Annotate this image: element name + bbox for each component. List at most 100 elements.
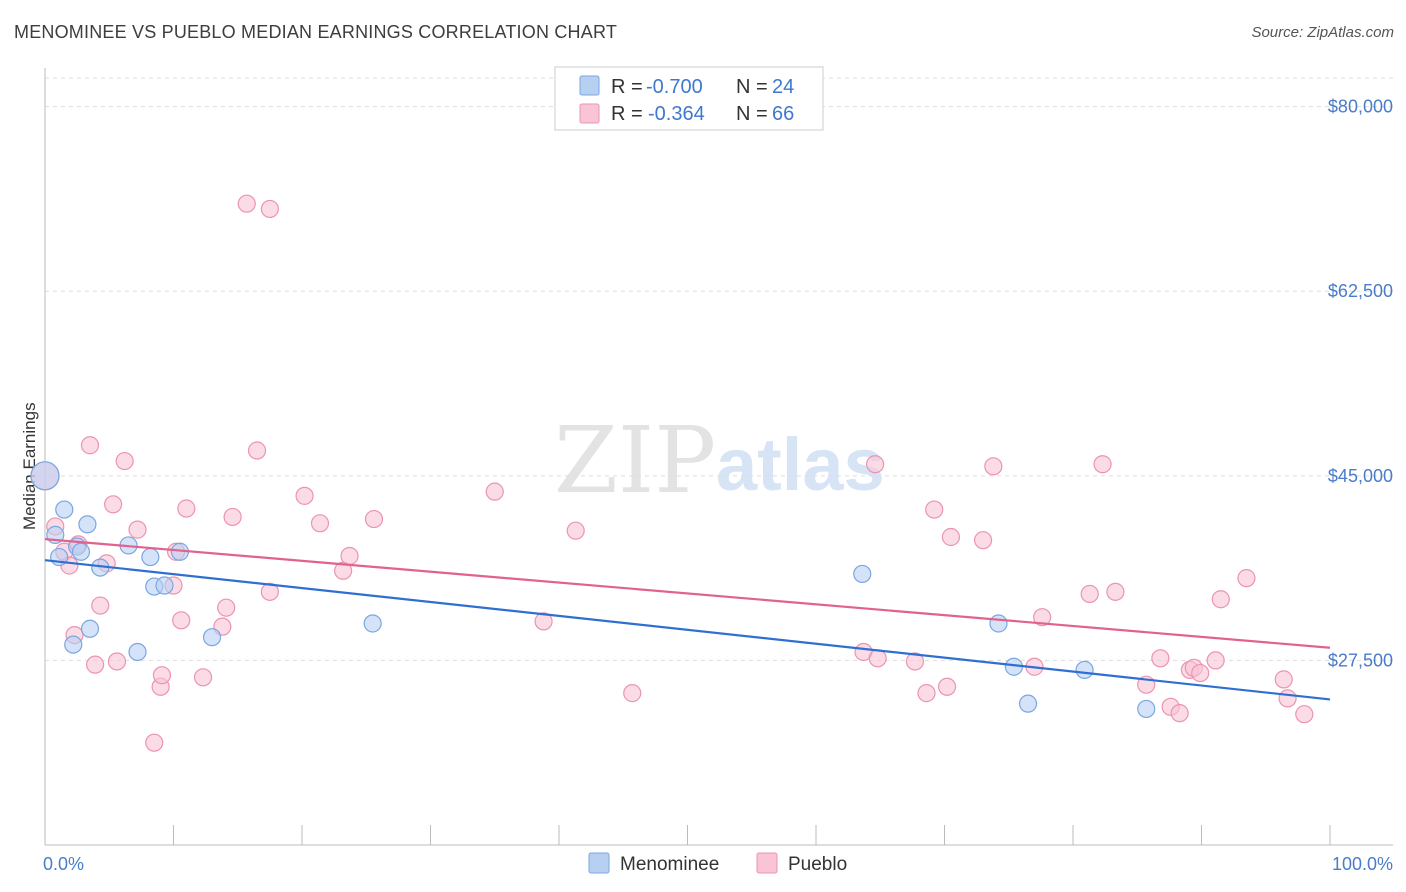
pueblo-point [941, 527, 961, 547]
pueblo-point [1106, 582, 1125, 601]
y-tick-label: $45,000 [1328, 466, 1393, 486]
menominee-point [55, 500, 74, 519]
x-tick-label-min: 0.0% [43, 854, 84, 874]
y-tick-label: $80,000 [1328, 97, 1393, 117]
pueblo-point [566, 521, 585, 540]
pueblo-point [905, 652, 925, 671]
menominee-point [71, 542, 91, 561]
series-legend-swatch-menominee [588, 852, 610, 874]
pueblo-point [217, 598, 236, 617]
legend-r-value-2: -0.364 [648, 103, 705, 125]
pueblo-point [1206, 651, 1225, 670]
y-axis-label: Median Earnings [20, 402, 39, 530]
menominee-point [1075, 660, 1094, 680]
trend-lines [44, 538, 1331, 701]
pueblo-point [223, 507, 242, 527]
pueblo-point [1170, 704, 1189, 723]
legend-r-label-2: R = [611, 103, 643, 125]
pueblo-point [1033, 608, 1052, 627]
menominee-point [78, 515, 97, 534]
legend-n-value-1: 24 [772, 76, 794, 98]
pueblo-point [973, 531, 993, 550]
pueblo-point [172, 611, 191, 630]
pueblo-point [260, 582, 279, 601]
zipatlas-watermark: ZIP atlas [554, 407, 885, 514]
legend-r-label-1: R = [611, 76, 643, 98]
menominee-point [80, 619, 100, 638]
pueblo-point [104, 495, 123, 514]
legend-swatch-pueblo [579, 103, 600, 124]
series-legend-swatch-pueblo [756, 852, 778, 874]
x-tick-label-max: 100.0% [1332, 854, 1393, 874]
menominee-point [1137, 699, 1156, 719]
pueblo-point [310, 514, 330, 533]
menominee-point [30, 461, 60, 491]
watermark-atlas: atlas [716, 423, 885, 506]
menominee-trend-line [44, 559, 1331, 701]
pueblo-point [247, 441, 267, 460]
pueblo-point [260, 199, 279, 219]
menominee-point [202, 628, 222, 647]
pueblo-point [364, 509, 384, 529]
menominee-point [989, 614, 1008, 633]
legend-n-label-1: N = [736, 76, 768, 98]
pueblo-point [145, 733, 164, 752]
pueblo-point [1080, 584, 1099, 604]
pueblo-point [340, 546, 359, 566]
pueblo-point [237, 194, 256, 213]
pueblo-point [1211, 590, 1230, 609]
pueblo-point [1295, 705, 1314, 724]
menominee-point [128, 642, 147, 662]
source-label: Source: ZipAtlas.com [1251, 24, 1394, 41]
menominee-point [363, 614, 382, 633]
pueblo-point [1191, 663, 1210, 683]
legend-n-value-2: 66 [772, 103, 794, 125]
menominee-point [853, 564, 872, 584]
watermark-zip: ZIP [554, 407, 716, 514]
pueblo-point [295, 486, 314, 505]
pueblo-point [177, 499, 196, 518]
pueblo-point [925, 500, 944, 519]
pueblo-point [152, 666, 172, 685]
series-legend: Menominee Pueblo [588, 852, 847, 875]
y-tick-labels: $27,500 $45,000 $62,500 $80,000 [1328, 97, 1393, 671]
pueblo-point [917, 684, 936, 703]
pueblo-point [86, 655, 105, 674]
menominee-point [155, 576, 174, 595]
pueblo-point [91, 596, 110, 615]
pueblo-point [1278, 689, 1297, 708]
pueblo-point [868, 649, 887, 668]
legend-swatch-menominee [579, 75, 600, 96]
correlation-legend: R = -0.700 N = 24 R = -0.364 N = 66 [554, 66, 824, 131]
series-legend-menominee: Menominee [620, 854, 719, 875]
pueblo-point [128, 520, 147, 539]
pueblo-point [623, 684, 642, 703]
legend-n-label-2: N = [736, 103, 768, 125]
series-legend-pueblo: Pueblo [788, 854, 847, 875]
pueblo-point [984, 457, 1003, 476]
pueblo-point [80, 436, 100, 455]
axes [44, 68, 1393, 846]
menominee-point [64, 635, 83, 654]
chart-title: MENOMINEE VS PUEBLO MEDIAN EARNINGS CORR… [14, 22, 618, 42]
menominee-point [141, 547, 160, 567]
pueblo-point [485, 482, 504, 501]
pueblo-point [1093, 455, 1112, 474]
pueblo-point [866, 455, 885, 474]
legend-box [554, 66, 824, 131]
grid-lines [45, 77, 1393, 661]
pueblo-point [193, 668, 213, 687]
x-tick-labels: 0.0% 100.0% [43, 854, 1393, 874]
y-tick-label: $27,500 [1328, 650, 1393, 670]
pueblo-point [937, 677, 957, 696]
pueblo-point [115, 451, 134, 471]
pueblo-point [534, 612, 553, 631]
menominee-point [1018, 694, 1038, 713]
pueblo-point [1151, 649, 1170, 668]
legend-r-value-1: -0.700 [646, 76, 703, 98]
pueblo-point [1237, 569, 1256, 588]
pueblo-point [107, 652, 127, 671]
pueblo-point [1274, 670, 1293, 689]
y-tick-label: $62,500 [1328, 281, 1393, 301]
